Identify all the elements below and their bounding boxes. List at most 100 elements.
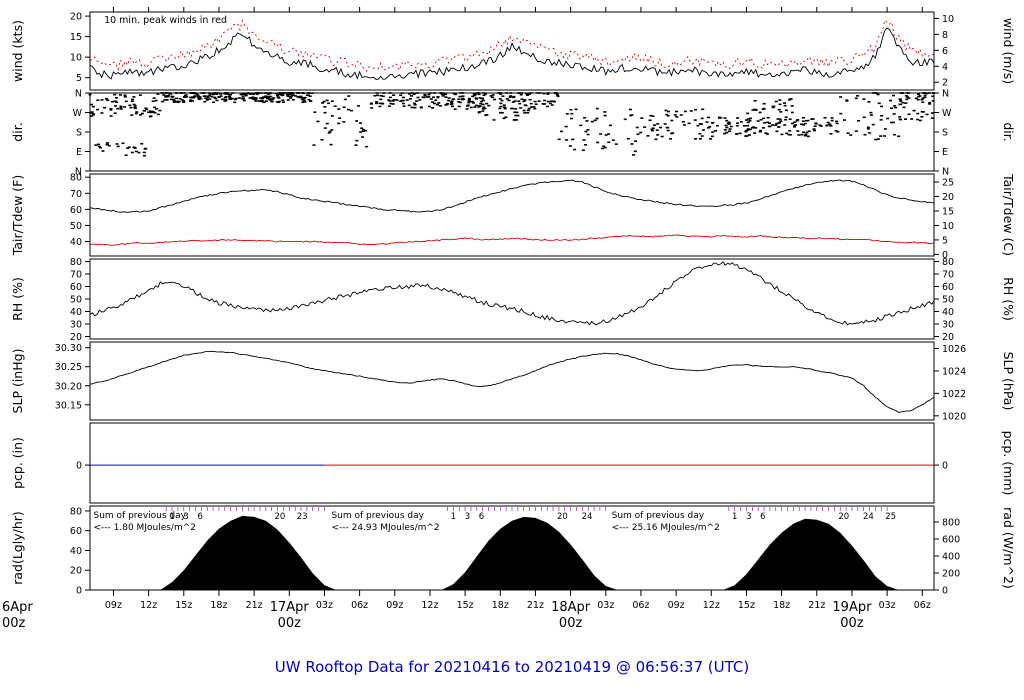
date-label: 18Apr <box>551 600 591 615</box>
svg-text:80: 80 <box>942 257 954 268</box>
panel-slp: 30.15 30.20 30.25 30.30 1020 1022 1024 1026 SLP … <box>10 341 1016 422</box>
svg-text:600: 600 <box>942 535 960 546</box>
svg-text:25: 25 <box>942 178 954 189</box>
svg-text:40: 40 <box>70 546 82 557</box>
svg-text:15z: 15z <box>175 600 192 611</box>
svg-text:30.15: 30.15 <box>55 400 82 411</box>
svg-text:N: N <box>942 167 949 178</box>
svg-text:40: 40 <box>70 307 82 318</box>
temp-left-axis-label: Tair/Tdew (F) <box>10 175 25 256</box>
date-label: 17Apr <box>270 600 310 615</box>
svg-text:21z: 21z <box>246 600 263 611</box>
pcp-left-axis-label: pcp. (in) <box>10 437 25 489</box>
svg-text:20: 20 <box>70 332 82 343</box>
svg-text:1: 1 <box>732 512 737 522</box>
pcp-right-axis-label: pcp. (mm) <box>1001 431 1016 496</box>
svg-text:10: 10 <box>942 221 954 232</box>
panel-temp: 40 50 60 70 80 0 5 10 15 20 25 Tair/Tdew (F) Tair/Td… <box>10 173 1016 261</box>
svg-text:0: 0 <box>76 461 82 472</box>
svg-text:00z: 00z <box>840 616 864 631</box>
svg-text:15z: 15z <box>738 600 755 611</box>
svg-text:12z: 12z <box>703 600 720 611</box>
svg-text:23: 23 <box>297 512 308 522</box>
svg-text:10: 10 <box>942 14 954 25</box>
svg-text:20: 20 <box>557 512 568 522</box>
svg-text:50: 50 <box>70 295 82 306</box>
svg-text:80: 80 <box>70 257 82 268</box>
svg-text:60: 60 <box>942 282 954 293</box>
rad-right-axis-label: rad (W/m^2) <box>1001 507 1016 589</box>
svg-text:30: 30 <box>70 320 82 331</box>
svg-text:00z: 00z <box>2 616 26 631</box>
svg-text:200: 200 <box>942 569 960 580</box>
rh-left-axis-label: RH (%) <box>10 277 25 321</box>
svg-text:20: 20 <box>838 512 849 522</box>
svg-text:6: 6 <box>479 512 484 522</box>
svg-text:30: 30 <box>942 320 954 331</box>
chart-title: UW Rooftop Data for 20210416 to 20210419… <box>274 658 750 676</box>
rh-right-axis-label: RH (%) <box>1001 277 1016 321</box>
svg-text:06z: 06z <box>632 600 649 611</box>
svg-text:21z: 21z <box>808 600 825 611</box>
svg-text:6: 6 <box>760 512 765 522</box>
wind-right-axis-label: wind (m/s) <box>1001 18 1016 84</box>
svg-text:6: 6 <box>942 46 948 57</box>
svg-text:1020: 1020 <box>942 411 966 422</box>
svg-text:60: 60 <box>70 526 82 537</box>
svg-text:09z: 09z <box>668 600 685 611</box>
svg-text:0: 0 <box>76 586 82 597</box>
wind-left-axis-label: wind (kts) <box>10 20 25 82</box>
dir-left-axis-label: dir. <box>10 122 25 141</box>
svg-text:3: 3 <box>465 512 470 522</box>
svg-text:15z: 15z <box>457 600 474 611</box>
svg-text:400: 400 <box>942 552 960 563</box>
svg-text:24: 24 <box>863 512 874 522</box>
svg-text:09z: 09z <box>386 600 403 611</box>
panel-wind: 5 10 15 20 2 4 6 8 10 wind (kts) wind (m/s) 10 min.… <box>10 11 1016 91</box>
svg-text:N: N <box>942 89 949 100</box>
svg-text:20: 20 <box>942 192 954 203</box>
svg-text:30.25: 30.25 <box>55 362 82 373</box>
svg-text:80: 80 <box>70 506 82 517</box>
svg-text:S: S <box>942 128 948 139</box>
svg-text:21z: 21z <box>527 600 544 611</box>
svg-text:60: 60 <box>70 282 82 293</box>
svg-text:70: 70 <box>942 270 954 281</box>
svg-text:10: 10 <box>70 53 82 64</box>
svg-text:S: S <box>76 128 82 139</box>
svg-text:12z: 12z <box>421 600 438 611</box>
svg-text:00z: 00z <box>559 616 583 631</box>
svg-text:70: 70 <box>70 270 82 281</box>
svg-text:8: 8 <box>942 30 948 41</box>
solar-radiation-area <box>90 515 934 590</box>
radiation-sum-annotation: Sum of previous day <box>94 511 187 521</box>
svg-text:W: W <box>942 108 952 119</box>
svg-text:1: 1 <box>451 512 456 522</box>
svg-text:06z: 06z <box>351 600 368 611</box>
svg-text:1026: 1026 <box>942 344 966 355</box>
time-axis: 09z 12z 15z 18z 21z 03z 06z 09z 12z 15z 18z 21z 03z 0… <box>2 7 931 631</box>
svg-text:4: 4 <box>942 62 948 73</box>
svg-text:5: 5 <box>76 73 82 84</box>
svg-text:N: N <box>75 167 82 178</box>
wind-speed-trace <box>89 27 935 80</box>
svg-text:60: 60 <box>70 205 82 216</box>
air-temperature-trace <box>89 179 935 213</box>
svg-text:12z: 12z <box>140 600 157 611</box>
svg-text:800: 800 <box>942 518 960 529</box>
svg-text:20: 20 <box>70 566 82 577</box>
svg-text:18z: 18z <box>492 600 509 611</box>
svg-text:25: 25 <box>885 512 896 522</box>
svg-text:30.30: 30.30 <box>55 343 82 354</box>
svg-text:20: 20 <box>942 332 954 343</box>
svg-text:18z: 18z <box>773 600 790 611</box>
svg-text:15: 15 <box>942 206 954 217</box>
rad-left-axis-label: rad(Lgly/hr) <box>10 511 25 585</box>
svg-text:15: 15 <box>70 32 82 43</box>
svg-text:6: 6 <box>197 512 202 522</box>
